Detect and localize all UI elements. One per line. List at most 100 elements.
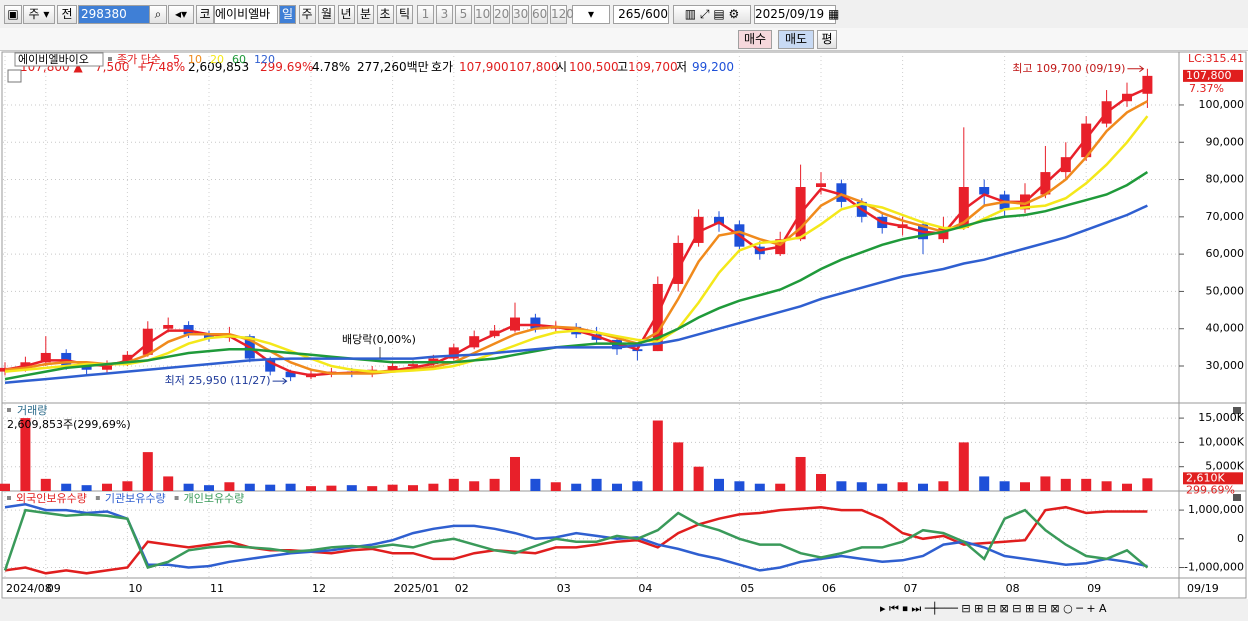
holding-line — [3, 508, 1149, 571]
event-annotation: 배당락(0,00%) — [342, 333, 416, 346]
volume-bar — [918, 483, 928, 491]
interval-button[interactable]: 3 — [436, 5, 453, 24]
amount: 277,260백만 — [357, 60, 429, 74]
volume-bar — [0, 483, 10, 491]
search-button[interactable]: ⌕ — [149, 5, 167, 24]
legend-marker — [108, 57, 112, 61]
volume-bar — [163, 476, 174, 491]
settings-icon[interactable] — [7, 69, 22, 83]
scroll-controls[interactable]: ▸ ⏮ ⏹ ⏭ ─┼─── ⊟ ⊞ ⊟ ⊠ ⊟ ⊞ ⊟ ⊠ ○ ─ + A — [880, 601, 1107, 615]
prev-button[interactable]: 전 — [57, 5, 77, 24]
interval-button[interactable]: 20 — [493, 5, 510, 24]
x-tick-label: 02 — [455, 582, 469, 595]
volume-bar — [326, 485, 337, 491]
date: 2025/09/19 — [755, 7, 825, 21]
open: 100,500 — [569, 60, 619, 74]
sound-button[interactable]: ◂▾ — [168, 5, 194, 24]
volume-bar — [591, 478, 602, 491]
volume-bar — [244, 483, 255, 491]
volume-bar — [224, 482, 235, 491]
menu-icon[interactable]: ▣ — [4, 5, 22, 24]
legend-entry: 개인보유수량 — [184, 492, 245, 505]
volume-bar — [102, 483, 112, 491]
name-input[interactable]: 에이비엘바 — [214, 5, 278, 24]
open-label: 시 — [556, 60, 568, 74]
volume-bar — [999, 481, 1010, 491]
volume-bar — [20, 418, 31, 491]
volume-bar — [61, 483, 72, 491]
legend-entry: 5 — [173, 53, 180, 66]
prefix-button[interactable]: 코 — [196, 5, 214, 24]
volume-bar — [1060, 478, 1071, 491]
interval-button[interactable]: 10 — [474, 5, 491, 24]
code-input[interactable]: 298380 — [78, 5, 150, 24]
volume-bar — [142, 452, 153, 491]
x-tick-label: 07 — [904, 582, 918, 595]
y-tick-label: 15,000K — [1198, 411, 1244, 424]
period-button[interactable]: 월 — [318, 5, 335, 24]
x-end-label: 09/19 — [1187, 582, 1219, 595]
buy-button[interactable]: 매수 — [738, 30, 772, 49]
candle-body — [958, 187, 969, 229]
count-input[interactable]: 265/600 — [613, 5, 669, 24]
max-count: /600 — [641, 7, 668, 21]
volume-bar — [632, 481, 643, 491]
dropdown[interactable]: ▾ — [572, 5, 610, 24]
candle-body — [652, 283, 663, 352]
pane-close[interactable] — [1233, 407, 1241, 414]
legend-entry: 10 — [188, 53, 202, 66]
volume-bar — [81, 485, 92, 491]
legend-entry: 기관보유수량 — [105, 492, 166, 505]
interval-button[interactable]: 5 — [455, 5, 472, 24]
period-button[interactable]: 일 — [279, 5, 296, 24]
date-input[interactable]: 2025/09/19 ▦ — [754, 5, 839, 24]
volume-bar — [734, 481, 745, 491]
last-volume-change: 299.69% — [1186, 483, 1235, 496]
interval-button[interactable]: 60 — [531, 5, 548, 24]
candle-body — [714, 216, 724, 225]
turnover: 4.78% — [312, 60, 351, 74]
period-button[interactable]: 초 — [376, 5, 394, 24]
y-tick-label: 1,000,000 — [1188, 503, 1244, 516]
interval-button[interactable]: 30 — [512, 5, 529, 24]
volume-bar — [510, 456, 520, 491]
volume-bar — [612, 483, 622, 491]
y-tick-label: 70,000 — [1206, 210, 1245, 223]
volume-bar — [938, 481, 949, 491]
last-volume-box — [1183, 472, 1243, 485]
volume-bar — [40, 478, 51, 491]
volume: 2,609,853 — [188, 60, 250, 74]
tool-icons[interactable]: ▥ ⤢ ▤ ⚙ — [673, 5, 751, 24]
volume-bar — [795, 456, 806, 491]
avg-button[interactable]: 평 — [817, 30, 837, 49]
sell-button[interactable]: 매도 — [778, 30, 814, 49]
legend-entry: 120 — [254, 53, 275, 66]
last-price-label: 107,800 — [1186, 69, 1232, 82]
volume-bar — [714, 478, 724, 491]
period-button[interactable]: 틱 — [396, 5, 413, 24]
x-tick-label: 08 — [1006, 582, 1020, 595]
pane-close[interactable] — [1233, 494, 1241, 501]
y-tick-label: 80,000 — [1206, 173, 1245, 186]
y-tick-label: 40,000 — [1206, 322, 1245, 335]
code: 298380 — [81, 7, 127, 21]
pane-title: 거래량 — [17, 404, 47, 417]
volume-bar — [1020, 482, 1030, 491]
count: 265 — [618, 7, 642, 21]
candle-body — [693, 216, 704, 243]
x-tick-label: 06 — [822, 582, 836, 595]
period-button[interactable]: 분 — [357, 5, 374, 24]
volume-bar — [856, 482, 867, 491]
volume-bar — [897, 482, 908, 491]
market-select[interactable]: 주 ▾ — [23, 5, 55, 24]
market: 주 — [28, 7, 40, 21]
period-button[interactable]: 주 — [298, 5, 316, 24]
period-button[interactable]: 년 — [337, 5, 355, 24]
candle-body — [530, 317, 541, 329]
interval-button[interactable]: 1 — [417, 5, 434, 24]
high-annotation: 최고 109,700 (09/19) — [1012, 62, 1125, 75]
scroll-bar[interactable] — [0, 599, 1248, 621]
volume-bar — [1081, 478, 1092, 491]
change: 7,500 — [95, 60, 130, 74]
y-tick-label: 50,000 — [1206, 284, 1245, 297]
